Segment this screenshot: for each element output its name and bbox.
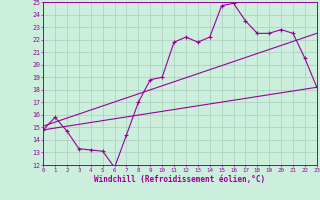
X-axis label: Windchill (Refroidissement éolien,°C): Windchill (Refroidissement éolien,°C) [94, 175, 266, 184]
